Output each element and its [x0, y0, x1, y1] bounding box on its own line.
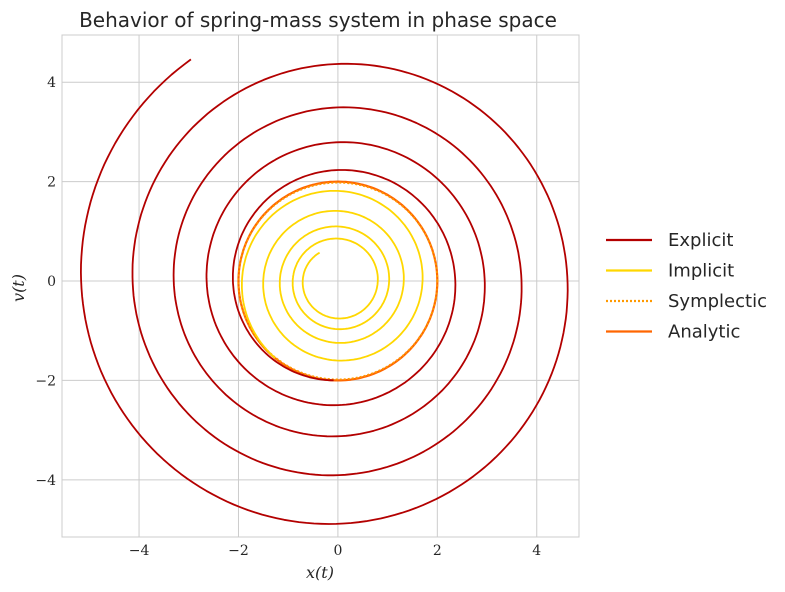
y-axis-label: v(t) [9, 274, 28, 302]
y-tick-label: 0 [47, 274, 56, 290]
y-tick-labels: −4 −2 0 2 4 [35, 75, 56, 489]
legend-label-explicit: Explicit [668, 230, 733, 251]
legend-label-symplectic: Symplectic [668, 291, 767, 312]
plot-area [61, 34, 580, 538]
x-axis-label: x(t) [306, 563, 334, 582]
chart-title: Behavior of spring-mass system in phase … [79, 8, 557, 32]
legend-label-implicit: Implicit [668, 261, 734, 282]
grid-lines [62, 35, 579, 537]
x-tick-label: 2 [433, 543, 442, 559]
x-tick-label: 0 [333, 543, 342, 559]
plot-frame [61, 34, 580, 538]
y-tick-label: −4 [35, 473, 56, 489]
x-tick-label: −4 [129, 543, 150, 559]
y-tick-label: 2 [47, 175, 56, 191]
legend-label-analytic: Analytic [668, 322, 740, 343]
y-tick-label: −2 [35, 373, 56, 389]
legend: Explicit Implicit Symplectic Analytic [606, 230, 767, 343]
series-layer [80, 58, 569, 525]
series-implicit-line [241, 190, 424, 362]
y-tick-label: 4 [47, 75, 56, 91]
series-explicit-line [80, 58, 569, 525]
x-tick-label: 4 [532, 543, 541, 559]
x-tick-labels: −4 −2 0 2 4 [129, 543, 542, 559]
x-tick-label: −2 [228, 543, 249, 559]
